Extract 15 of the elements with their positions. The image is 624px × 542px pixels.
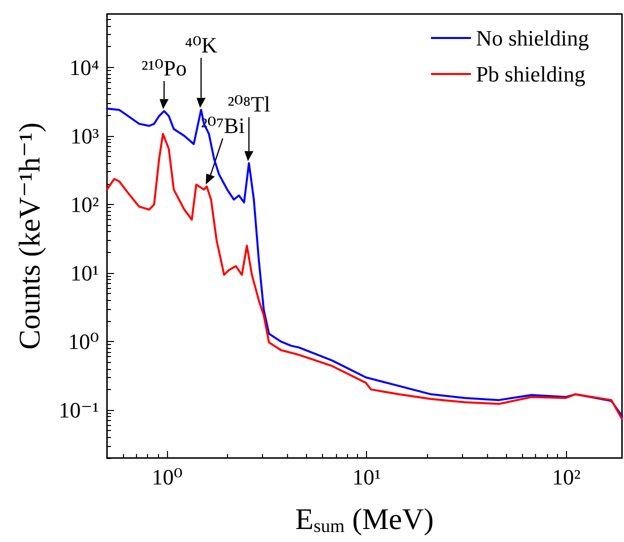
y-tick-label: 10³ xyxy=(70,123,100,148)
y-tick-label: 10⁻¹ xyxy=(58,398,99,423)
x-tick-label: 10⁰ xyxy=(152,464,183,490)
x-tick-label: 10² xyxy=(552,464,582,490)
y-tick-label: 10⁰ xyxy=(68,329,100,354)
legend-label: No shielding xyxy=(476,26,590,50)
y-tick-label: 10¹ xyxy=(70,260,99,286)
annotation: ⁴⁰K xyxy=(184,32,218,58)
annotation: ²¹⁰Po xyxy=(141,56,187,81)
y-axis-title: Counts (keV⁻¹h⁻¹) xyxy=(14,122,46,350)
x-tick-label: 10¹ xyxy=(352,464,382,490)
annotation: ²⁰⁸Tl xyxy=(228,92,270,117)
legend-label: Pb shielding xyxy=(476,62,586,86)
y-tick-label: 10² xyxy=(70,192,100,217)
y-tick-label: 10⁴ xyxy=(69,54,100,80)
